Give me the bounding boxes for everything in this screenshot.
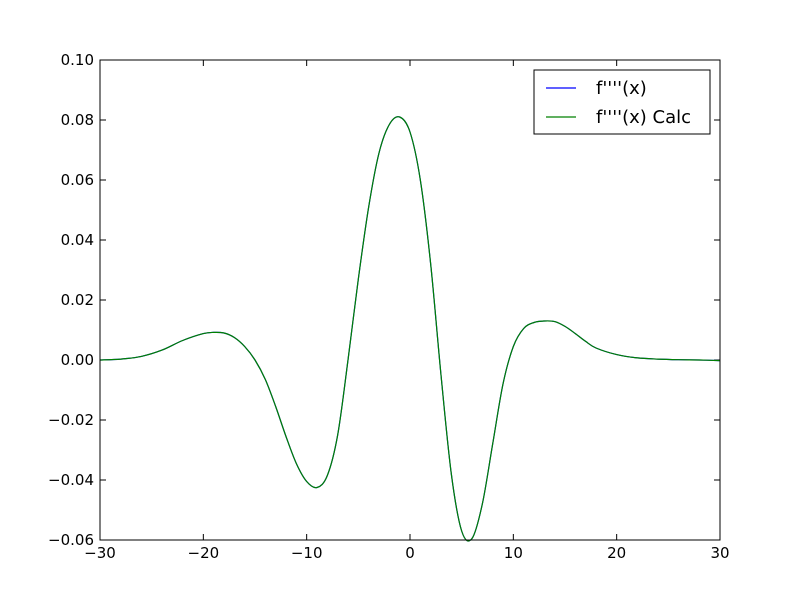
plot-border xyxy=(99,59,721,541)
y-tick-label: 0.04 xyxy=(61,231,94,249)
y-tick-label: −0.04 xyxy=(48,471,94,489)
y-tick-label: 0.06 xyxy=(61,171,94,189)
legend-box xyxy=(533,69,711,135)
y-tick-label: 0.08 xyxy=(61,111,94,129)
x-tick-label: 10 xyxy=(504,544,523,562)
x-tick-label: 30 xyxy=(710,544,729,562)
legend-label-1: f''''(x) Calc xyxy=(596,107,691,128)
legend-label-0: f''''(x) xyxy=(596,78,647,99)
x-tick-label: 0 xyxy=(405,544,415,562)
y-tick-label: −0.02 xyxy=(48,411,94,429)
y-tick-label: 0.02 xyxy=(61,291,94,309)
series-lines xyxy=(99,116,721,542)
axis-tick-labels: −30 −20 −10 0 10 20 30 −0.06 −0.04 −0.02 0.00 0.02 0… xyxy=(48,51,730,562)
y-tick-label: 0.10 xyxy=(61,51,94,69)
x-tick-label: −20 xyxy=(188,544,220,562)
x-tick-label: −10 xyxy=(291,544,323,562)
plot-area xyxy=(100,60,720,540)
y-tick-label: −0.06 xyxy=(48,531,94,549)
series-line-1 xyxy=(99,116,721,542)
x-tick-label: 20 xyxy=(607,544,626,562)
x-tick-label: −30 xyxy=(84,544,116,562)
y-tick-label: 0.00 xyxy=(61,351,94,369)
legend: f''''(x) f''''(x) Calc xyxy=(533,69,711,135)
